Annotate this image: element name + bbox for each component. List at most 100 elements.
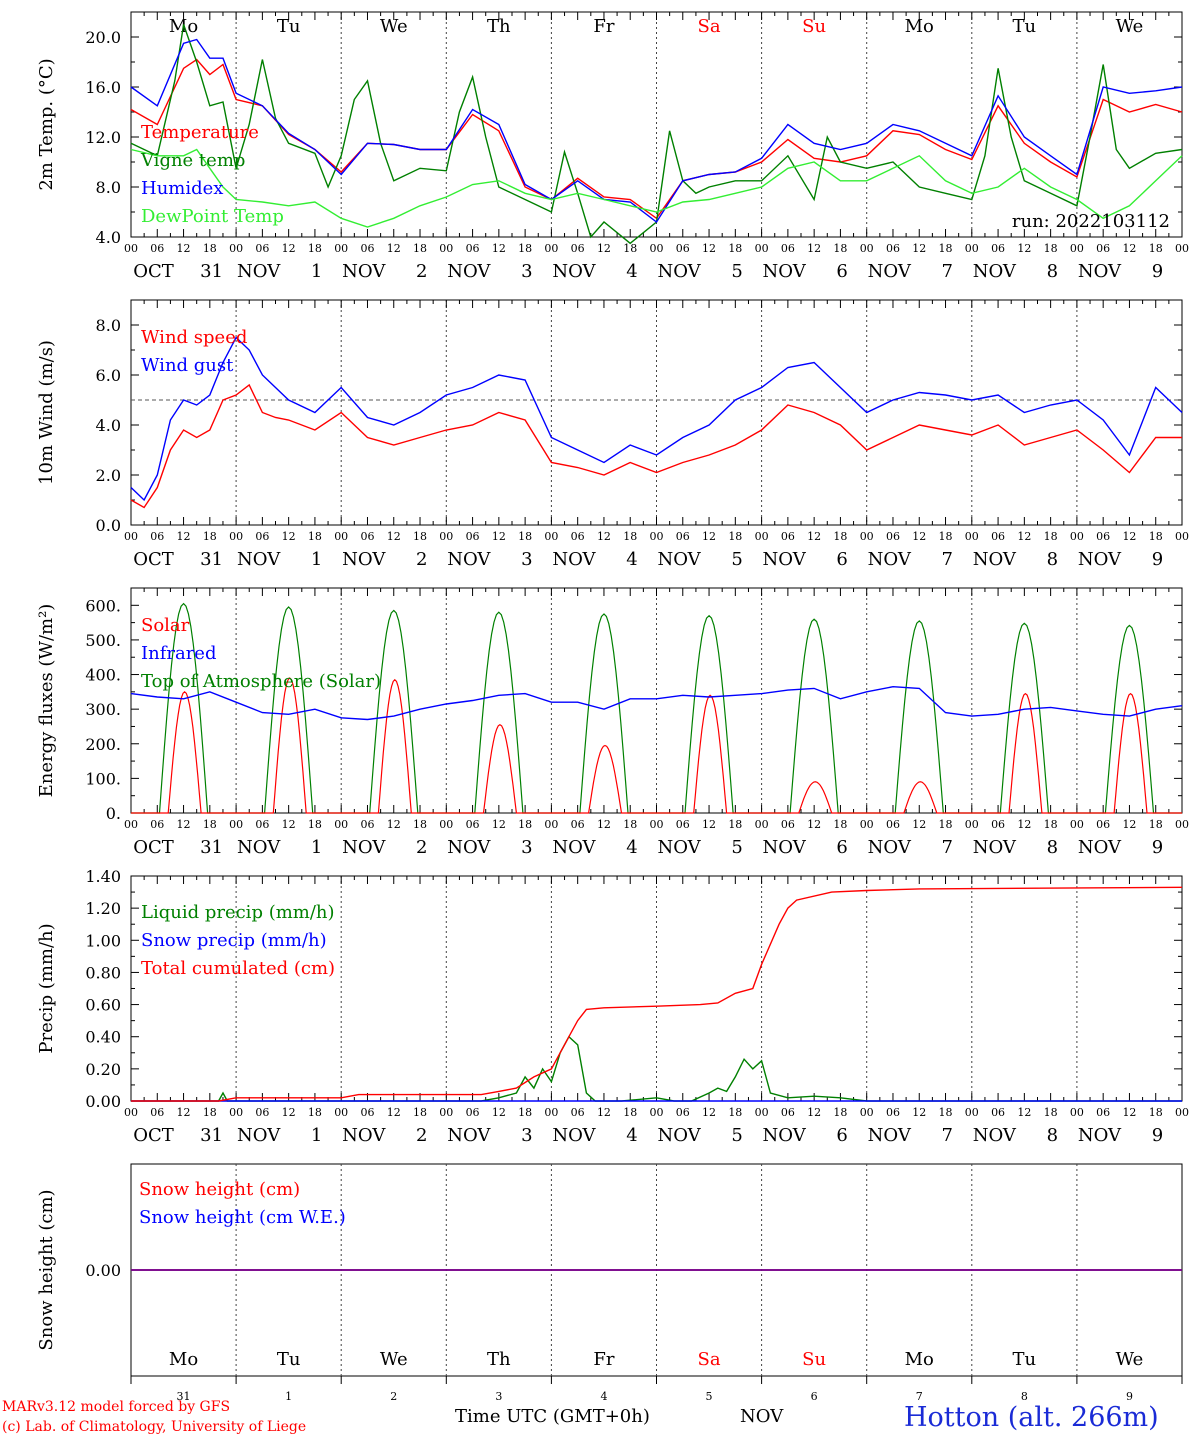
wind-y-tick-label: 8.0 <box>96 316 121 335</box>
wind-hour-label: 18 <box>623 530 637 543</box>
precip-hour-label: 06 <box>466 1106 480 1119</box>
temp-hour-label: 06 <box>360 242 374 255</box>
wind-hour-label: 12 <box>492 530 506 543</box>
wind-legend-entry: Wind gust <box>141 355 234 376</box>
time-axis-label: Time UTC (GMT+0h) <box>455 1406 650 1427</box>
precip-month-label: NOV <box>552 1125 596 1146</box>
wind-hour-label: 12 <box>1122 530 1136 543</box>
temp-hour-label: 18 <box>833 242 847 255</box>
wind-month-label: NOV <box>1078 549 1122 570</box>
flux-day-label: 1 <box>311 837 322 858</box>
solar-line <box>131 677 1182 814</box>
wind-month-label: NOV <box>868 549 912 570</box>
weekday-label: Fr <box>593 16 614 37</box>
precip-hour-label: 12 <box>492 1106 506 1119</box>
precip-hour-label: 00 <box>860 1106 874 1119</box>
temp-month-label: NOV <box>1078 261 1122 282</box>
wind-hour-label: 00 <box>860 530 874 543</box>
wind-hour-label: 06 <box>886 530 900 543</box>
snow-weekday-label: We <box>1116 1349 1144 1370</box>
precip-day-label: 1 <box>311 1125 322 1146</box>
flux-hour-label: 12 <box>1122 818 1136 831</box>
temp-month-label: NOV <box>447 261 491 282</box>
precip-y-tick-label: 0.60 <box>85 996 121 1015</box>
precip-hour-label: 18 <box>939 1106 953 1119</box>
wind-hour-label: 18 <box>308 530 322 543</box>
wind-hour-label: 00 <box>1175 530 1189 543</box>
wind-hour-label: 18 <box>203 530 217 543</box>
flux-hour-label: 06 <box>676 818 690 831</box>
precip-hour-label: 06 <box>150 1106 164 1119</box>
wind-hour-label: 12 <box>282 530 296 543</box>
flux-month-label: NOV <box>1078 837 1122 858</box>
precip-y-tick-label: 0.80 <box>85 963 121 982</box>
wind-hour-label: 00 <box>755 530 769 543</box>
wind-day-label: 31 <box>200 549 223 570</box>
wind-gust-line <box>130 336 1183 502</box>
wind-hour-label: 18 <box>939 530 953 543</box>
snow-day-number: 3 <box>495 1390 502 1403</box>
temp-month-label: NOV <box>973 261 1017 282</box>
precip-legend-entry: Snow precip (mm/h) <box>141 930 327 951</box>
precip-month-label: NOV <box>237 1125 281 1146</box>
temp-day-label: 7 <box>942 261 953 282</box>
precip-hour-label: 12 <box>1017 1106 1031 1119</box>
wind-hour-label: 06 <box>781 530 795 543</box>
flux-panel: 00 06 12 18 00 06 12 18 00 06 12 18 00 06 12 18 00 06 12 18… <box>36 587 1189 858</box>
temp-hour-label: 12 <box>282 242 296 255</box>
precip-axis-title: Precip (mm/h) <box>36 923 57 1053</box>
weekday-label: Mo <box>905 16 934 37</box>
temp-hour-label: 00 <box>1070 242 1084 255</box>
weekday-label: Th <box>487 16 511 37</box>
flux-hour-label: 12 <box>807 818 821 831</box>
wind-month-label: NOV <box>552 549 596 570</box>
precip-day-label: 31 <box>200 1125 223 1146</box>
flux-y-tick-label: 200. <box>85 735 121 754</box>
flux-month-label: OCT <box>133 837 174 858</box>
wind-month-label: NOV <box>342 549 386 570</box>
precip-hour-label: 00 <box>229 1106 243 1119</box>
wind-month-label: NOV <box>973 549 1017 570</box>
flux-hour-label: 00 <box>229 818 243 831</box>
wind-y-tick-label: 6.0 <box>96 366 121 385</box>
temp-day-label: 1 <box>311 261 322 282</box>
flux-axis-title: Energy fluxes (W/m²) <box>36 604 57 798</box>
snow-weekday-label: Sa <box>698 1349 721 1370</box>
wind-day-label: 6 <box>836 549 847 570</box>
precip-hour-label: 18 <box>623 1106 637 1119</box>
temp-hour-label: 12 <box>702 242 716 255</box>
humidex-line <box>130 38 1183 224</box>
temp-hour-label: 06 <box>886 242 900 255</box>
weekday-label: Tu <box>277 16 301 37</box>
temp-hour-label: 06 <box>150 242 164 255</box>
precip-hour-label: 06 <box>991 1106 1005 1119</box>
snow-day-number: 9 <box>1126 1390 1133 1403</box>
wind-hour-label: 06 <box>255 530 269 543</box>
flux-hour-label: 12 <box>282 818 296 831</box>
wind-hour-label: 18 <box>413 530 427 543</box>
temp-y-tick-label: 4.0 <box>96 228 121 247</box>
flux-month-label: NOV <box>237 837 281 858</box>
flux-legend-entry: Top of Atmosphere (Solar) <box>141 671 381 692</box>
flux-hour-label: 00 <box>544 818 558 831</box>
temp-hour-label: 06 <box>781 242 795 255</box>
flux-hour-label: 18 <box>413 818 427 831</box>
temp-hour-label: 18 <box>308 242 322 255</box>
temp-hour-label: 18 <box>1044 242 1058 255</box>
wind-y-tick-label: 4.0 <box>96 416 121 435</box>
precip-hour-label: 00 <box>1070 1106 1084 1119</box>
snow-day-number: 8 <box>1021 1390 1028 1403</box>
flux-y-tick-label: 600. <box>85 596 121 615</box>
flux-hour-label: 12 <box>177 818 191 831</box>
flux-month-label: NOV <box>657 837 701 858</box>
wind-day-label: 1 <box>311 549 322 570</box>
snow-day-number: 4 <box>600 1390 607 1403</box>
flux-hour-label: 00 <box>650 818 664 831</box>
snow-weekday-label: Mo <box>905 1349 934 1370</box>
precip-hour-label: 00 <box>650 1106 664 1119</box>
wind-axis-title: 10m Wind (m/s) <box>36 340 57 485</box>
snow-day-number: 5 <box>706 1390 713 1403</box>
flux-day-label: 31 <box>200 837 223 858</box>
precip-day-label: 4 <box>626 1125 637 1146</box>
